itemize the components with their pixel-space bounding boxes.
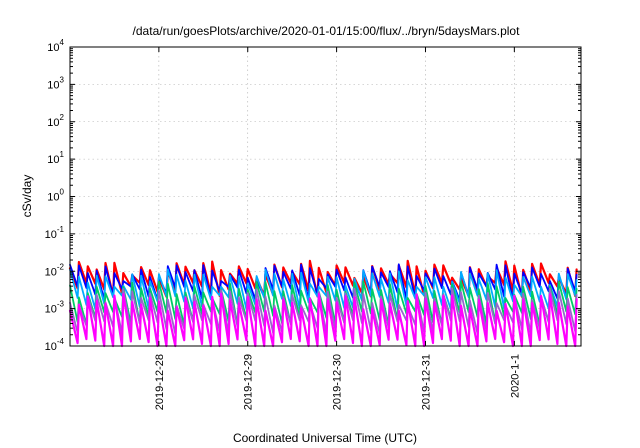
y-axis-label: cSv/day	[20, 175, 34, 218]
y-tick-exponent: -4	[57, 337, 65, 346]
chart-title: /data/run/goesPlots/archive/2020-01-01/1…	[133, 24, 521, 38]
y-tick-base: 10	[45, 304, 57, 316]
y-tick-exponent: 0	[60, 188, 65, 197]
grid	[70, 47, 581, 346]
y-tick-base: 10	[47, 79, 59, 91]
y-tick-base: 10	[45, 229, 57, 241]
y-tick-label: 100	[47, 188, 64, 204]
y-tick-exponent: 2	[60, 113, 65, 122]
y-tick-label: 104	[47, 38, 64, 54]
y-tick-label: 10-3	[45, 300, 65, 316]
y-tick-exponent: 3	[60, 75, 65, 84]
x-tick-label: 2019-12-28	[154, 354, 166, 410]
y-tick-base: 10	[45, 341, 57, 353]
y-tick-exponent: 4	[60, 38, 65, 47]
y-tick-label: 101	[47, 150, 64, 166]
x-tick-label: 2019-12-31	[420, 354, 432, 410]
y-tick-base: 10	[45, 266, 57, 278]
y-tick-label: 102	[47, 113, 64, 129]
series-group	[68, 259, 578, 348]
y-tick-exponent: -3	[57, 300, 65, 309]
y-tick-label: 103	[47, 75, 64, 91]
y-tick-exponent: -1	[57, 225, 65, 234]
x-tick-label: 2019-12-29	[243, 354, 255, 410]
y-tick-base: 10	[47, 192, 59, 204]
y-tick-exponent: -2	[57, 262, 65, 271]
y-tick-base: 10	[47, 154, 59, 166]
x-axis-label: Coordinated Universal Time (UTC)	[233, 431, 417, 445]
y-tick-base: 10	[47, 117, 59, 129]
x-tick-label: 2019-12-30	[332, 354, 344, 410]
y-tick-base: 10	[47, 42, 59, 54]
y-tick-label: 10-2	[45, 262, 65, 278]
x-axis: 2019-12-28 2019-12-29 2019-12-30 2019-12-31…	[154, 47, 521, 410]
x-tick-label: 2020-1-1	[509, 354, 521, 398]
y-tick-exponent: 1	[60, 150, 65, 159]
y-tick-label: 10-4	[45, 337, 65, 353]
y-tick-label: 10-1	[45, 225, 65, 241]
